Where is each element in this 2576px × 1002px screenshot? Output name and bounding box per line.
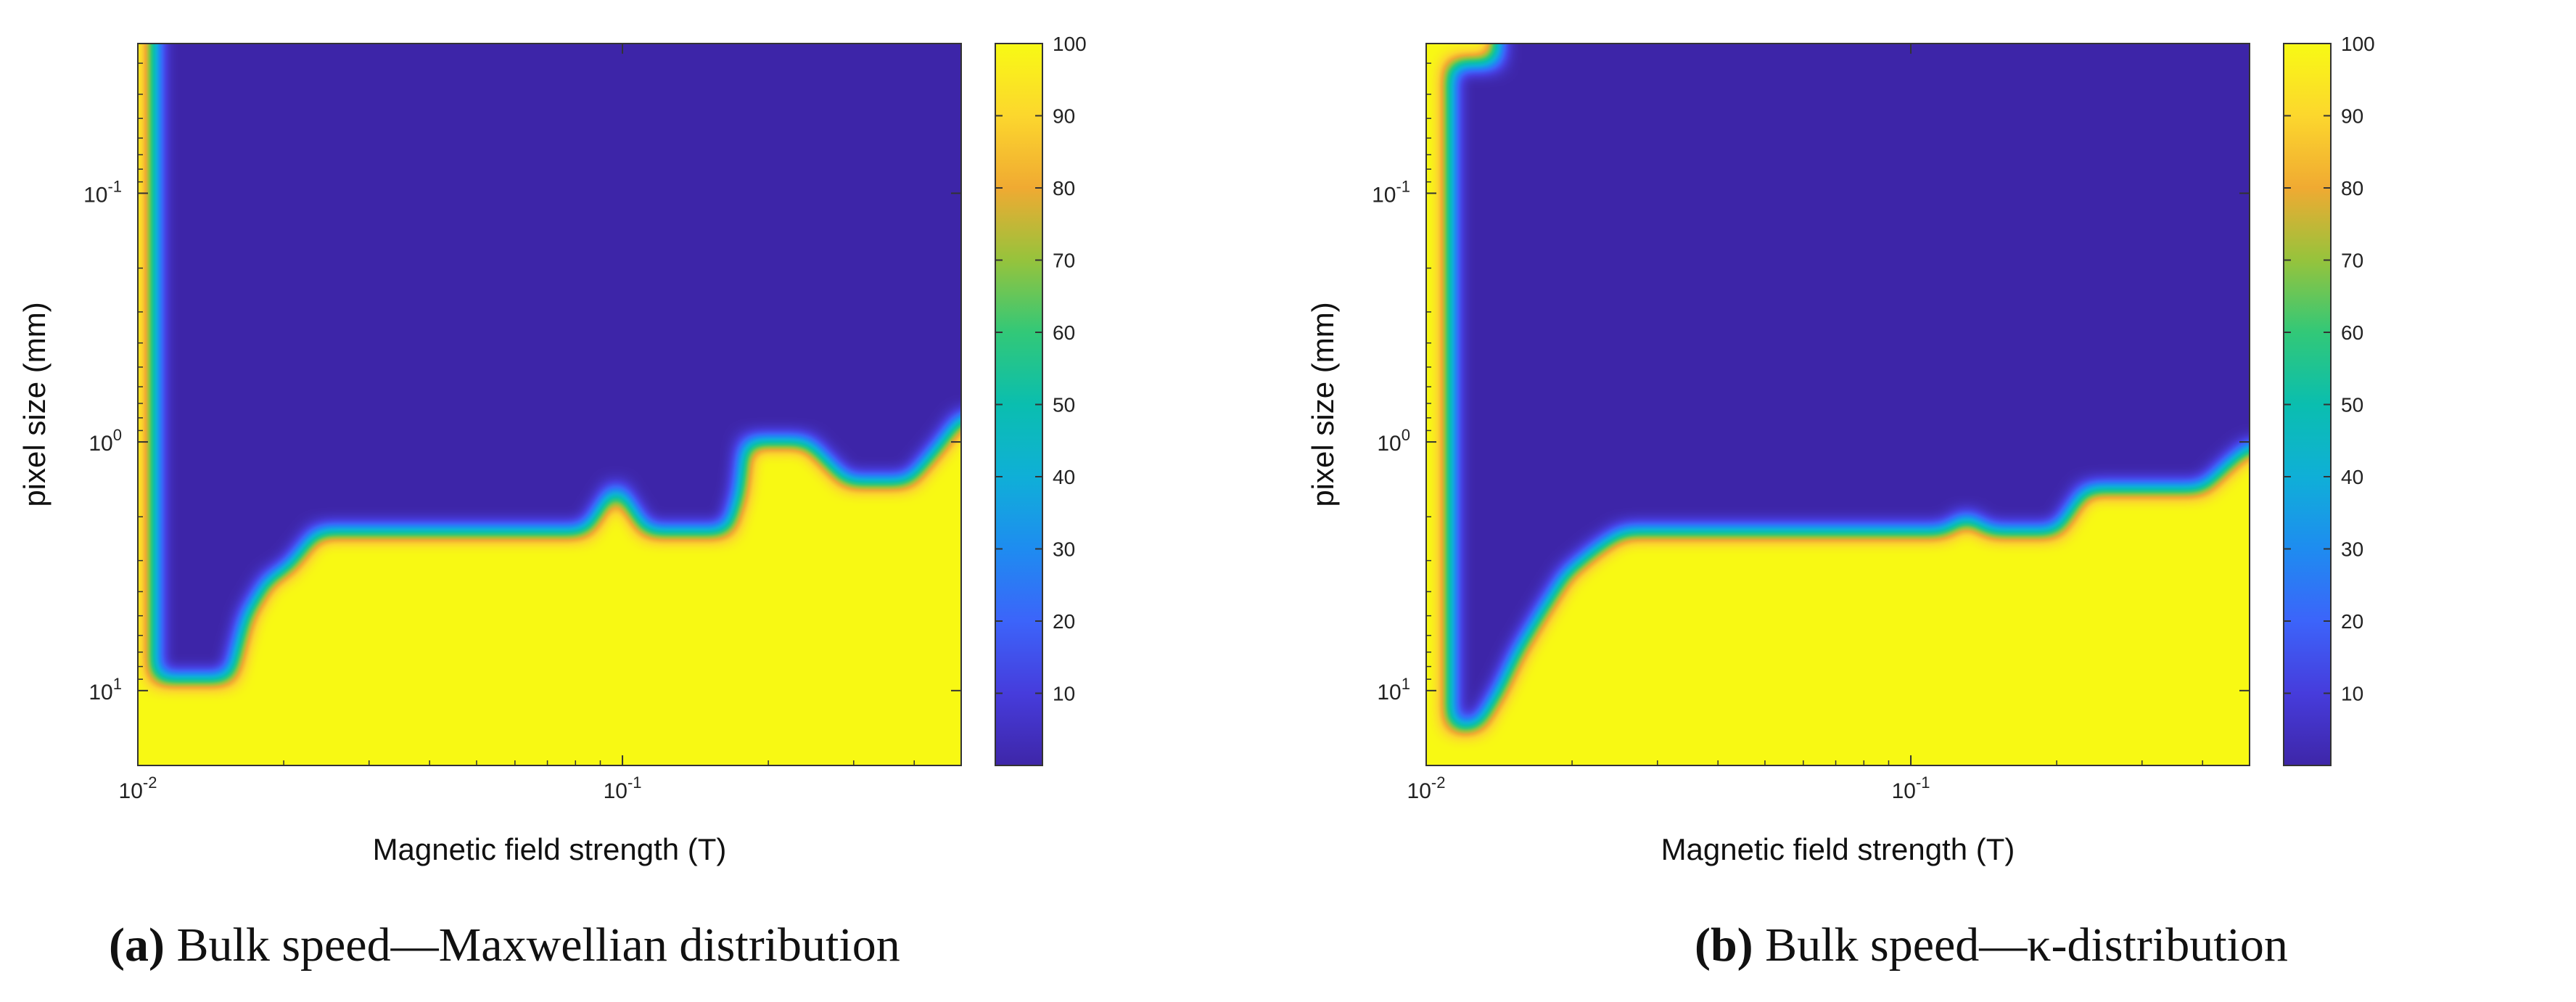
panel-a-maxwellian: 10-2 10-1 10-1 100 101 Magnetic field strengt…: [17, 33, 1087, 973]
colorbar-tick-label: 70: [2341, 250, 2363, 272]
caption-a: (a) Bulk speed—Maxwellian distribution: [109, 918, 900, 973]
colorbar-tick-label: 20: [2341, 610, 2363, 633]
caption-b-label: (b): [1695, 919, 1753, 972]
colorbar-tick-label: 60: [1053, 321, 1075, 344]
caption-b-text: Bulk speed—κ-distribution: [1765, 919, 2288, 972]
heatmap-field: [1426, 44, 2250, 765]
y-tick-label: 10-1: [1372, 177, 1410, 207]
colorbar-tick-label: 30: [2341, 538, 2363, 561]
colorbar-tick-label: 50: [2341, 394, 2363, 416]
heatmap-field: [138, 44, 961, 765]
heatmap-chart-a: 10-2 10-1 10-1 100 101 Magnetic field strengt…: [17, 33, 1087, 866]
heatmap-high-region: [138, 44, 961, 765]
x-axis-label: Magnetic field strength (T): [373, 832, 727, 866]
plot-frame: [1425, 43, 2250, 766]
heatmap-chart-b: 10-2 10-1 10-1 100 101 Magnetic field strengt…: [1306, 33, 2375, 866]
y-tick-label: 101: [1377, 675, 1410, 705]
colorbar-tick-label: 100: [1053, 33, 1087, 55]
x-axis-label: Magnetic field strength (T): [1661, 832, 2015, 866]
colorbar-tick-label: 30: [1053, 538, 1075, 561]
colorbar-tick-label: 40: [2341, 466, 2363, 488]
caption-a-label: (a): [109, 919, 165, 972]
y-axis-label: pixel size (mm): [1306, 302, 1340, 506]
colorbar-tick-label: 10: [1053, 683, 1075, 705]
y-tick-label: 100: [1377, 426, 1410, 456]
colorbar-tick-label: 80: [1053, 177, 1075, 200]
y-tick-label: 10-1: [83, 177, 122, 207]
colorbar-tick-label: 100: [2341, 33, 2375, 55]
heatmap-high-region: [1426, 44, 2250, 765]
colorbar-tick-label: 10: [2341, 683, 2363, 705]
plot-frame: [137, 43, 962, 766]
colorbar-tick-label: 90: [1053, 105, 1075, 128]
colorbar-tick-label: 90: [2341, 105, 2363, 128]
y-tick-label: 100: [89, 426, 122, 456]
colorbar-tick-label: 70: [1053, 250, 1075, 272]
y-axis-label: pixel size (mm): [17, 302, 52, 506]
colorbar: [995, 43, 1043, 766]
colorbar-tick-label: 40: [1053, 466, 1075, 488]
x-tick-label: 10-1: [1892, 773, 1930, 803]
y-tick-label: 101: [89, 675, 122, 705]
panel-b-kappa: 10-2 10-1 10-1 100 101 Magnetic field strengt…: [1288, 0, 2576, 1002]
x-tick-label: 10-1: [604, 773, 642, 803]
caption-a-text: Bulk speed—Maxwellian distribution: [176, 919, 900, 972]
colorbar-tick-label: 60: [2341, 321, 2363, 344]
heatmap-corner-region: [1426, 44, 1497, 64]
colorbar-tick-label: 50: [1053, 394, 1075, 416]
colorbar-tick-label: 80: [2341, 177, 2363, 200]
caption-b: (b) Bulk speed—κ-distribution: [1695, 918, 2288, 973]
colorbar-tick-label: 20: [1053, 610, 1075, 633]
colorbar: [2283, 43, 2332, 766]
x-tick-label: 10-2: [119, 773, 157, 803]
x-tick-label: 10-2: [1407, 773, 1446, 803]
